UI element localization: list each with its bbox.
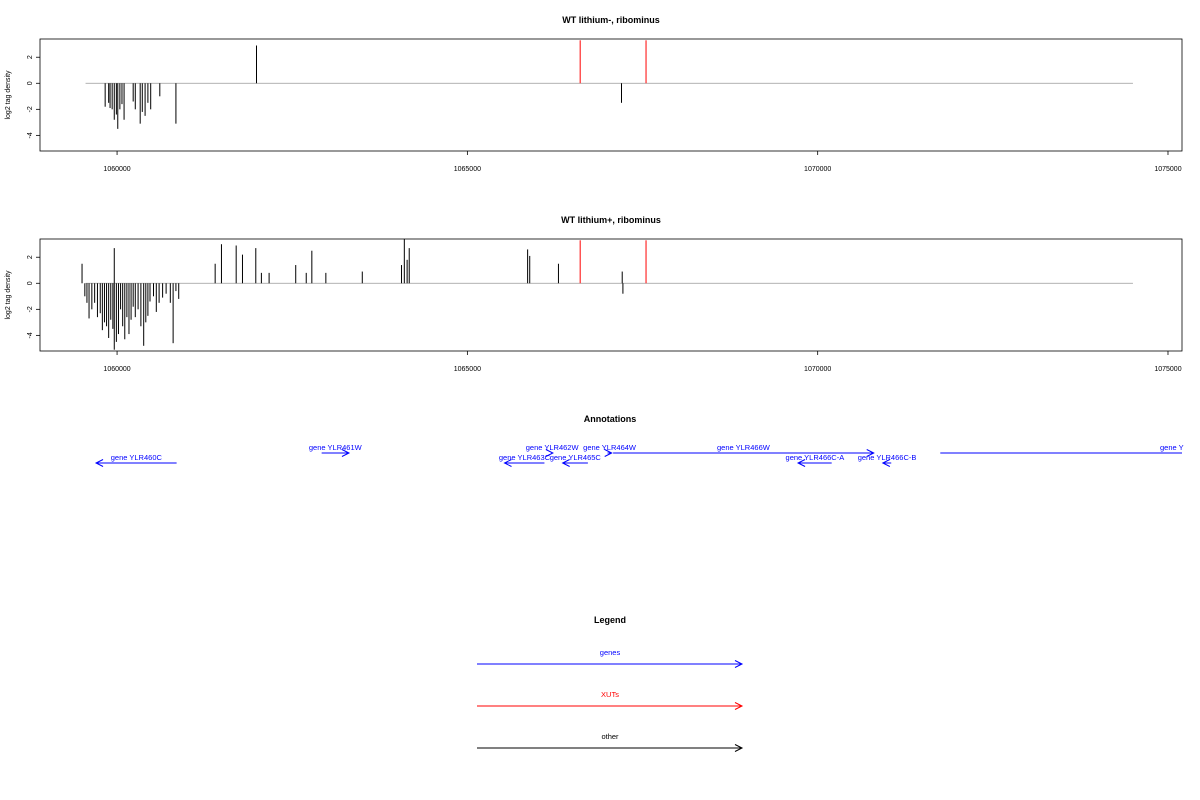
- x-tick-label: 1070000: [804, 366, 831, 373]
- gene-arrowhead: [604, 449, 613, 457]
- legend: genes XUTs other: [477, 648, 744, 752]
- legend-label-xuts: XUTs: [601, 690, 619, 699]
- gene-arrowhead: [341, 449, 351, 457]
- chart-title: WT lithium-, ribominus: [562, 15, 660, 25]
- legend-arrowhead: [734, 702, 744, 710]
- y-axis-label: log2 tag density: [5, 270, 12, 320]
- y-tick-label: 2: [27, 255, 34, 259]
- legend-arrowhead: [734, 660, 744, 668]
- gene-label: gene YLR466C-B: [858, 453, 917, 462]
- gene-arrowhead: [503, 459, 512, 467]
- plot-frame: [39, 38, 1183, 152]
- gene-arrowhead: [545, 449, 554, 457]
- chart-title: WT lithium+, ribominus: [561, 215, 661, 225]
- panel-lithium-minus: WT lithium-, ribominus log2 tag density 2 0…: [5, 15, 1183, 173]
- y-tick-label: -4: [27, 132, 34, 138]
- x-tick-label: 1065000: [454, 366, 481, 373]
- gene-label: gene YLR463C: [499, 453, 551, 462]
- x-tick-label: 1060000: [103, 166, 130, 173]
- gene-label: gene YLR462W: [526, 443, 580, 452]
- y-axis-label: log2 tag density: [5, 70, 12, 120]
- gene-label: gene YLR466C-A: [786, 453, 845, 462]
- x-tick-label: 1075000: [1154, 366, 1181, 373]
- x-tick-label: 1060000: [103, 366, 130, 373]
- panel-lithium-plus: WT lithium+, ribominus log2 tag density 2 0…: [5, 215, 1183, 373]
- gene-label: gene YLR460C: [111, 453, 163, 462]
- y-tick-label: 2: [27, 55, 34, 59]
- annotations-title: Annotations: [584, 414, 637, 424]
- legend-arrowhead: [734, 744, 744, 752]
- gene-label: gene Y: [1160, 443, 1184, 452]
- gene-arrowhead: [94, 459, 104, 467]
- legend-title: Legend: [594, 615, 626, 625]
- y-tick-label: -2: [27, 106, 34, 112]
- gene-arrowhead: [561, 459, 570, 467]
- x-tick-label: 1065000: [454, 166, 481, 173]
- x-tick-label: 1070000: [804, 166, 831, 173]
- y-tick-label: 0: [27, 81, 34, 85]
- y-tick-label: -2: [27, 306, 34, 312]
- gene-arrowhead: [866, 449, 875, 457]
- gene-label: gene YLR464W: [583, 443, 637, 452]
- gene-label: gene YLR465C: [550, 453, 602, 462]
- legend-label-genes: genes: [600, 648, 621, 657]
- gene-label: gene YLR466W: [717, 443, 771, 452]
- legend-label-other: other: [601, 732, 619, 741]
- y-tick-label: 0: [27, 281, 34, 285]
- gene-arrowhead: [881, 459, 891, 467]
- gene-label: gene YLR461W: [309, 443, 363, 452]
- plot-frame: [39, 238, 1183, 352]
- x-tick-label: 1075000: [1154, 166, 1181, 173]
- y-tick-label: -4: [27, 332, 34, 338]
- gene-arrowhead: [796, 459, 806, 467]
